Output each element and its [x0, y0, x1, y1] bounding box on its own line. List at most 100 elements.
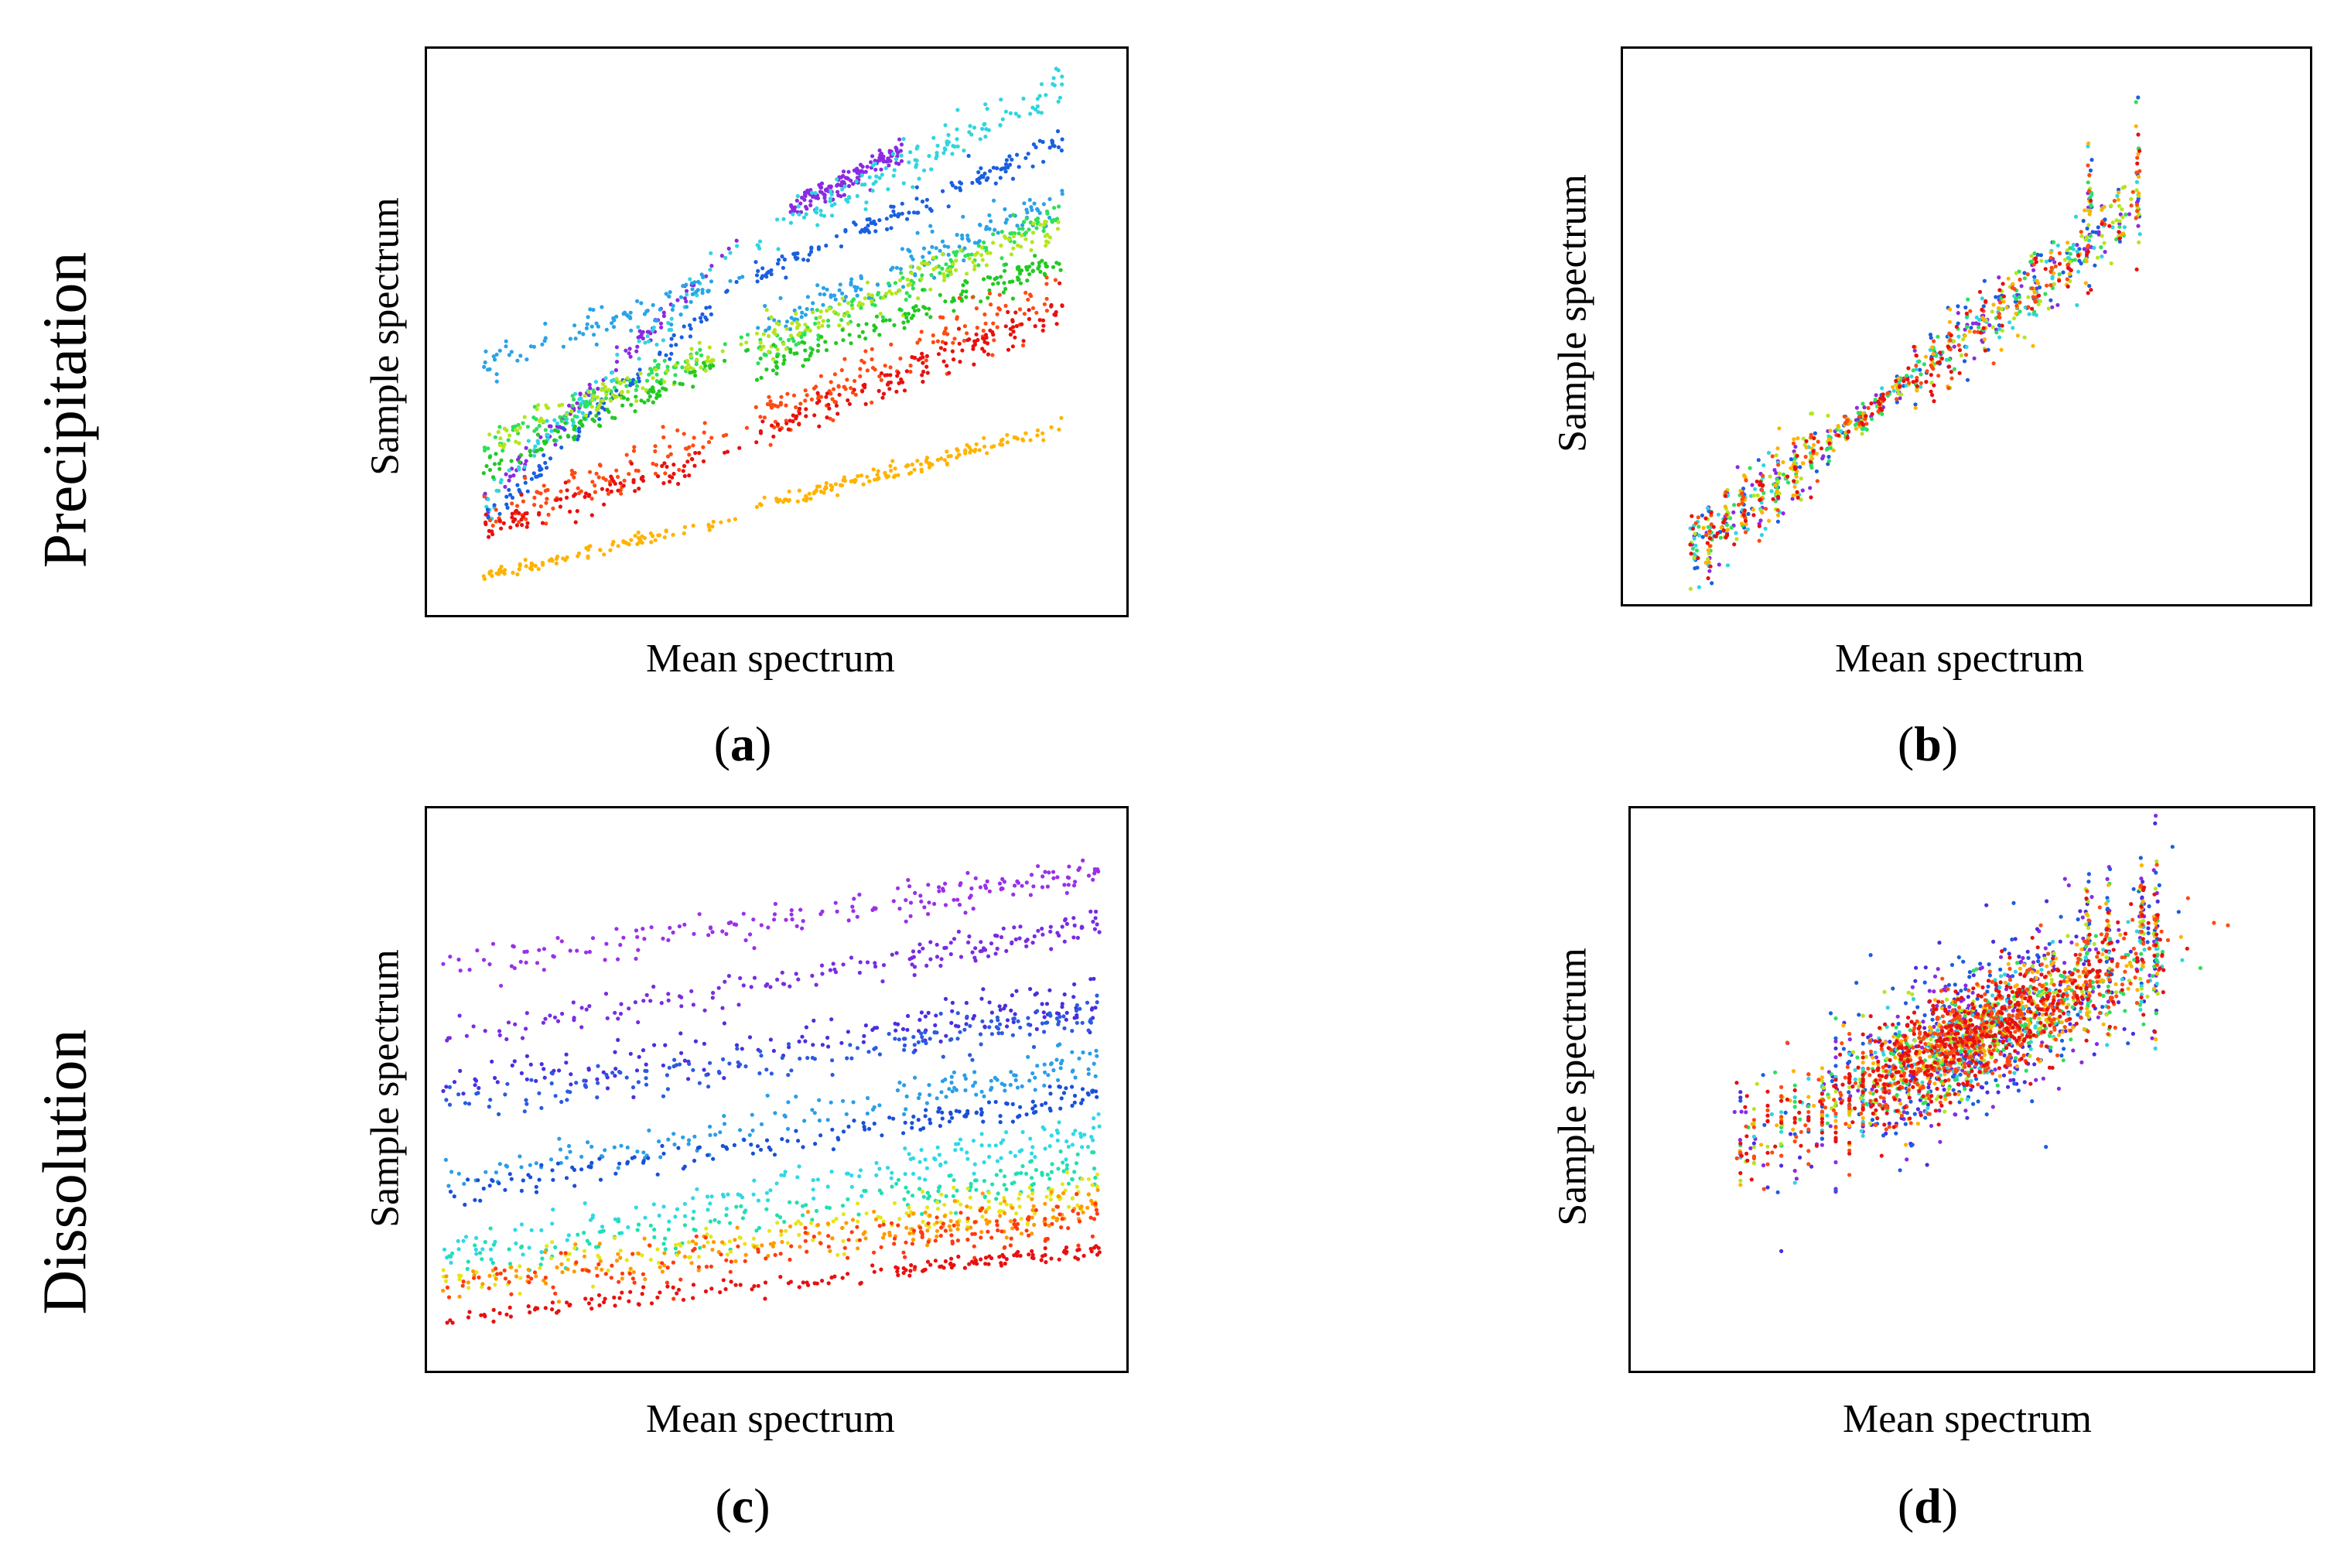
point-a: [1023, 155, 1028, 160]
point-c: [797, 1039, 801, 1044]
point-c: [942, 1202, 947, 1208]
point-c: [541, 1020, 546, 1025]
point-c: [666, 938, 671, 942]
point-a: [846, 398, 850, 403]
point-c: [1044, 1101, 1048, 1105]
point-a: [913, 272, 917, 277]
point-c: [969, 893, 973, 898]
point-a: [819, 185, 824, 190]
point-b: [2129, 196, 2134, 201]
point-c: [937, 1153, 941, 1157]
point-c: [512, 965, 517, 971]
point-b: [2121, 231, 2126, 236]
point-b: [1810, 456, 1815, 461]
point-c: [911, 1034, 916, 1040]
point-a: [782, 357, 787, 363]
point-b: [1724, 523, 1730, 528]
point-b: [1792, 437, 1796, 442]
point-c: [896, 1022, 900, 1027]
point-a: [947, 371, 952, 375]
point-a: [1049, 304, 1054, 309]
point-c: [952, 1185, 956, 1190]
point-a: [523, 476, 528, 480]
point-b: [2032, 251, 2037, 256]
point-a: [962, 324, 967, 329]
point-c: [811, 1178, 815, 1183]
point-c: [916, 1040, 921, 1044]
point-b: [2048, 298, 2053, 302]
point-b: [2052, 282, 2056, 286]
point-c: [675, 1207, 680, 1211]
point-a: [866, 292, 871, 297]
point-a: [514, 523, 520, 528]
point-c: [631, 1095, 636, 1099]
point-b: [2006, 276, 2011, 281]
point-c: [1066, 1181, 1071, 1186]
point-b: [1919, 384, 1923, 389]
point-c: [1071, 1068, 1075, 1073]
point-b: [1703, 560, 1708, 565]
point-c: [527, 1245, 531, 1250]
point-c: [697, 912, 702, 917]
point-a: [515, 572, 520, 577]
point-b: [1952, 339, 1956, 343]
point-a: [685, 446, 689, 451]
point-a: [995, 275, 999, 280]
point-a: [668, 444, 672, 449]
point-c: [507, 1262, 513, 1266]
point-c: [478, 1198, 483, 1203]
point-c: [973, 946, 978, 951]
point-a: [965, 442, 969, 447]
point-a: [992, 444, 996, 449]
point-b: [2057, 261, 2062, 266]
point-c: [1024, 1112, 1029, 1117]
point-c: [555, 935, 560, 941]
point-a: [984, 224, 989, 229]
point-a: [701, 459, 706, 463]
point-c: [925, 1191, 930, 1195]
point-c: [1061, 1091, 1067, 1095]
point-c: [559, 1262, 564, 1266]
point-a: [906, 463, 911, 468]
point-a: [897, 307, 902, 312]
point-a: [1010, 318, 1015, 323]
point-b: [1949, 333, 1953, 337]
point-b: [2137, 191, 2141, 196]
point-c: [733, 1259, 738, 1263]
point-a: [553, 442, 558, 447]
point-a: [591, 307, 596, 313]
point-c: [441, 1288, 446, 1293]
point-c: [678, 1243, 683, 1248]
point-c: [873, 964, 878, 969]
point-a: [940, 239, 945, 244]
point-a: [635, 299, 640, 303]
point-b: [1777, 426, 1782, 431]
point-a: [531, 344, 537, 349]
point-a: [978, 223, 982, 227]
point-b: [1719, 525, 1724, 530]
point-c: [1048, 1197, 1053, 1202]
point-c: [928, 957, 933, 962]
point-a: [995, 325, 999, 330]
point-c: [1017, 1149, 1022, 1153]
point-c: [794, 1201, 799, 1205]
point-a: [658, 381, 663, 386]
point-a: [558, 415, 562, 419]
point-a: [982, 336, 986, 341]
point-a: [920, 373, 924, 377]
point-a: [704, 306, 709, 310]
point-a: [812, 413, 817, 418]
point-c: [1086, 1028, 1091, 1033]
point-a: [894, 157, 899, 162]
point-c: [702, 1244, 706, 1249]
point-b: [2117, 219, 2122, 224]
point-a: [685, 292, 689, 297]
point-a: [861, 383, 866, 388]
point-b: [1725, 563, 1731, 568]
point-a: [1047, 235, 1052, 240]
point-b: [1692, 536, 1696, 541]
point-b: [1813, 431, 1817, 436]
point-a: [891, 209, 896, 214]
point-c: [480, 1285, 484, 1290]
point-b: [2068, 251, 2072, 256]
